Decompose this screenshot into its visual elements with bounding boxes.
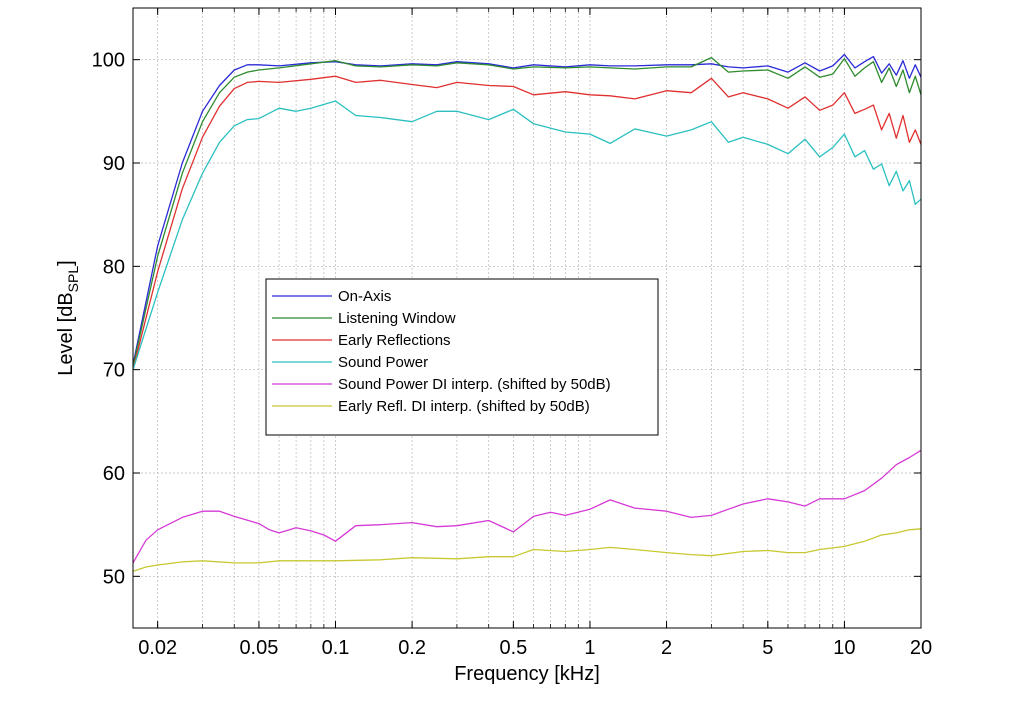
y-tick-label: 100 — [92, 50, 125, 72]
x-tick-label: 1 — [584, 637, 595, 659]
legend-label: Early Refl. DI interp. (shifted by 50dB) — [338, 398, 590, 415]
x-tick-label: 0.2 — [398, 637, 426, 659]
y-tick-label: 50 — [103, 566, 125, 588]
series-line-4 — [132, 100, 922, 370]
series-lines — [132, 53, 922, 572]
x-tick-label: 0.1 — [322, 637, 350, 659]
series-line-6 — [132, 528, 922, 572]
y-axis-label-subscript: SPL — [65, 266, 81, 293]
x-axis-label: Frequency [kHz] — [454, 663, 600, 685]
x-tick-label: 0.5 — [499, 637, 527, 659]
x-tick-label: 0.05 — [239, 637, 278, 659]
x-tick-label: 0.02 — [138, 637, 177, 659]
y-axis-label-main: Level [dB — [55, 292, 77, 375]
y-tick-label: 70 — [103, 360, 125, 382]
legend-box — [265, 278, 659, 436]
x-tick-label: 2 — [661, 637, 672, 659]
legend-label: Listening Window — [338, 310, 456, 327]
y-tick-label: 80 — [103, 256, 125, 278]
legend-label: Early Reflections — [338, 332, 451, 349]
series-line-2 — [132, 56, 922, 367]
y-axis-label: Level [dBSPL] — [55, 260, 81, 375]
y-axis-label-end: ] — [55, 260, 77, 266]
series-line-5 — [132, 449, 922, 564]
x-tick-label: 5 — [762, 637, 773, 659]
series-line-1 — [132, 53, 922, 365]
legend-label: Sound Power — [338, 354, 428, 371]
axis-ticks: 50 60 70 80 90 100 0.02 0.05 0.1 0.2 0.5 1 2 5 10 20 — [92, 8, 932, 659]
legend: On-Axis Listening Window Early Reflections… — [265, 278, 659, 436]
legend-label: Sound Power DI interp. (shifted by 50dB) — [338, 376, 611, 393]
y-tick-label: 90 — [103, 153, 125, 175]
plot-frame — [132, 7, 922, 629]
series-line-3 — [132, 75, 922, 370]
legend-label: On-Axis — [338, 288, 391, 305]
x-tick-label: 20 — [910, 637, 932, 659]
y-tick-label: 60 — [103, 463, 125, 485]
x-tick-label: 10 — [833, 637, 855, 659]
